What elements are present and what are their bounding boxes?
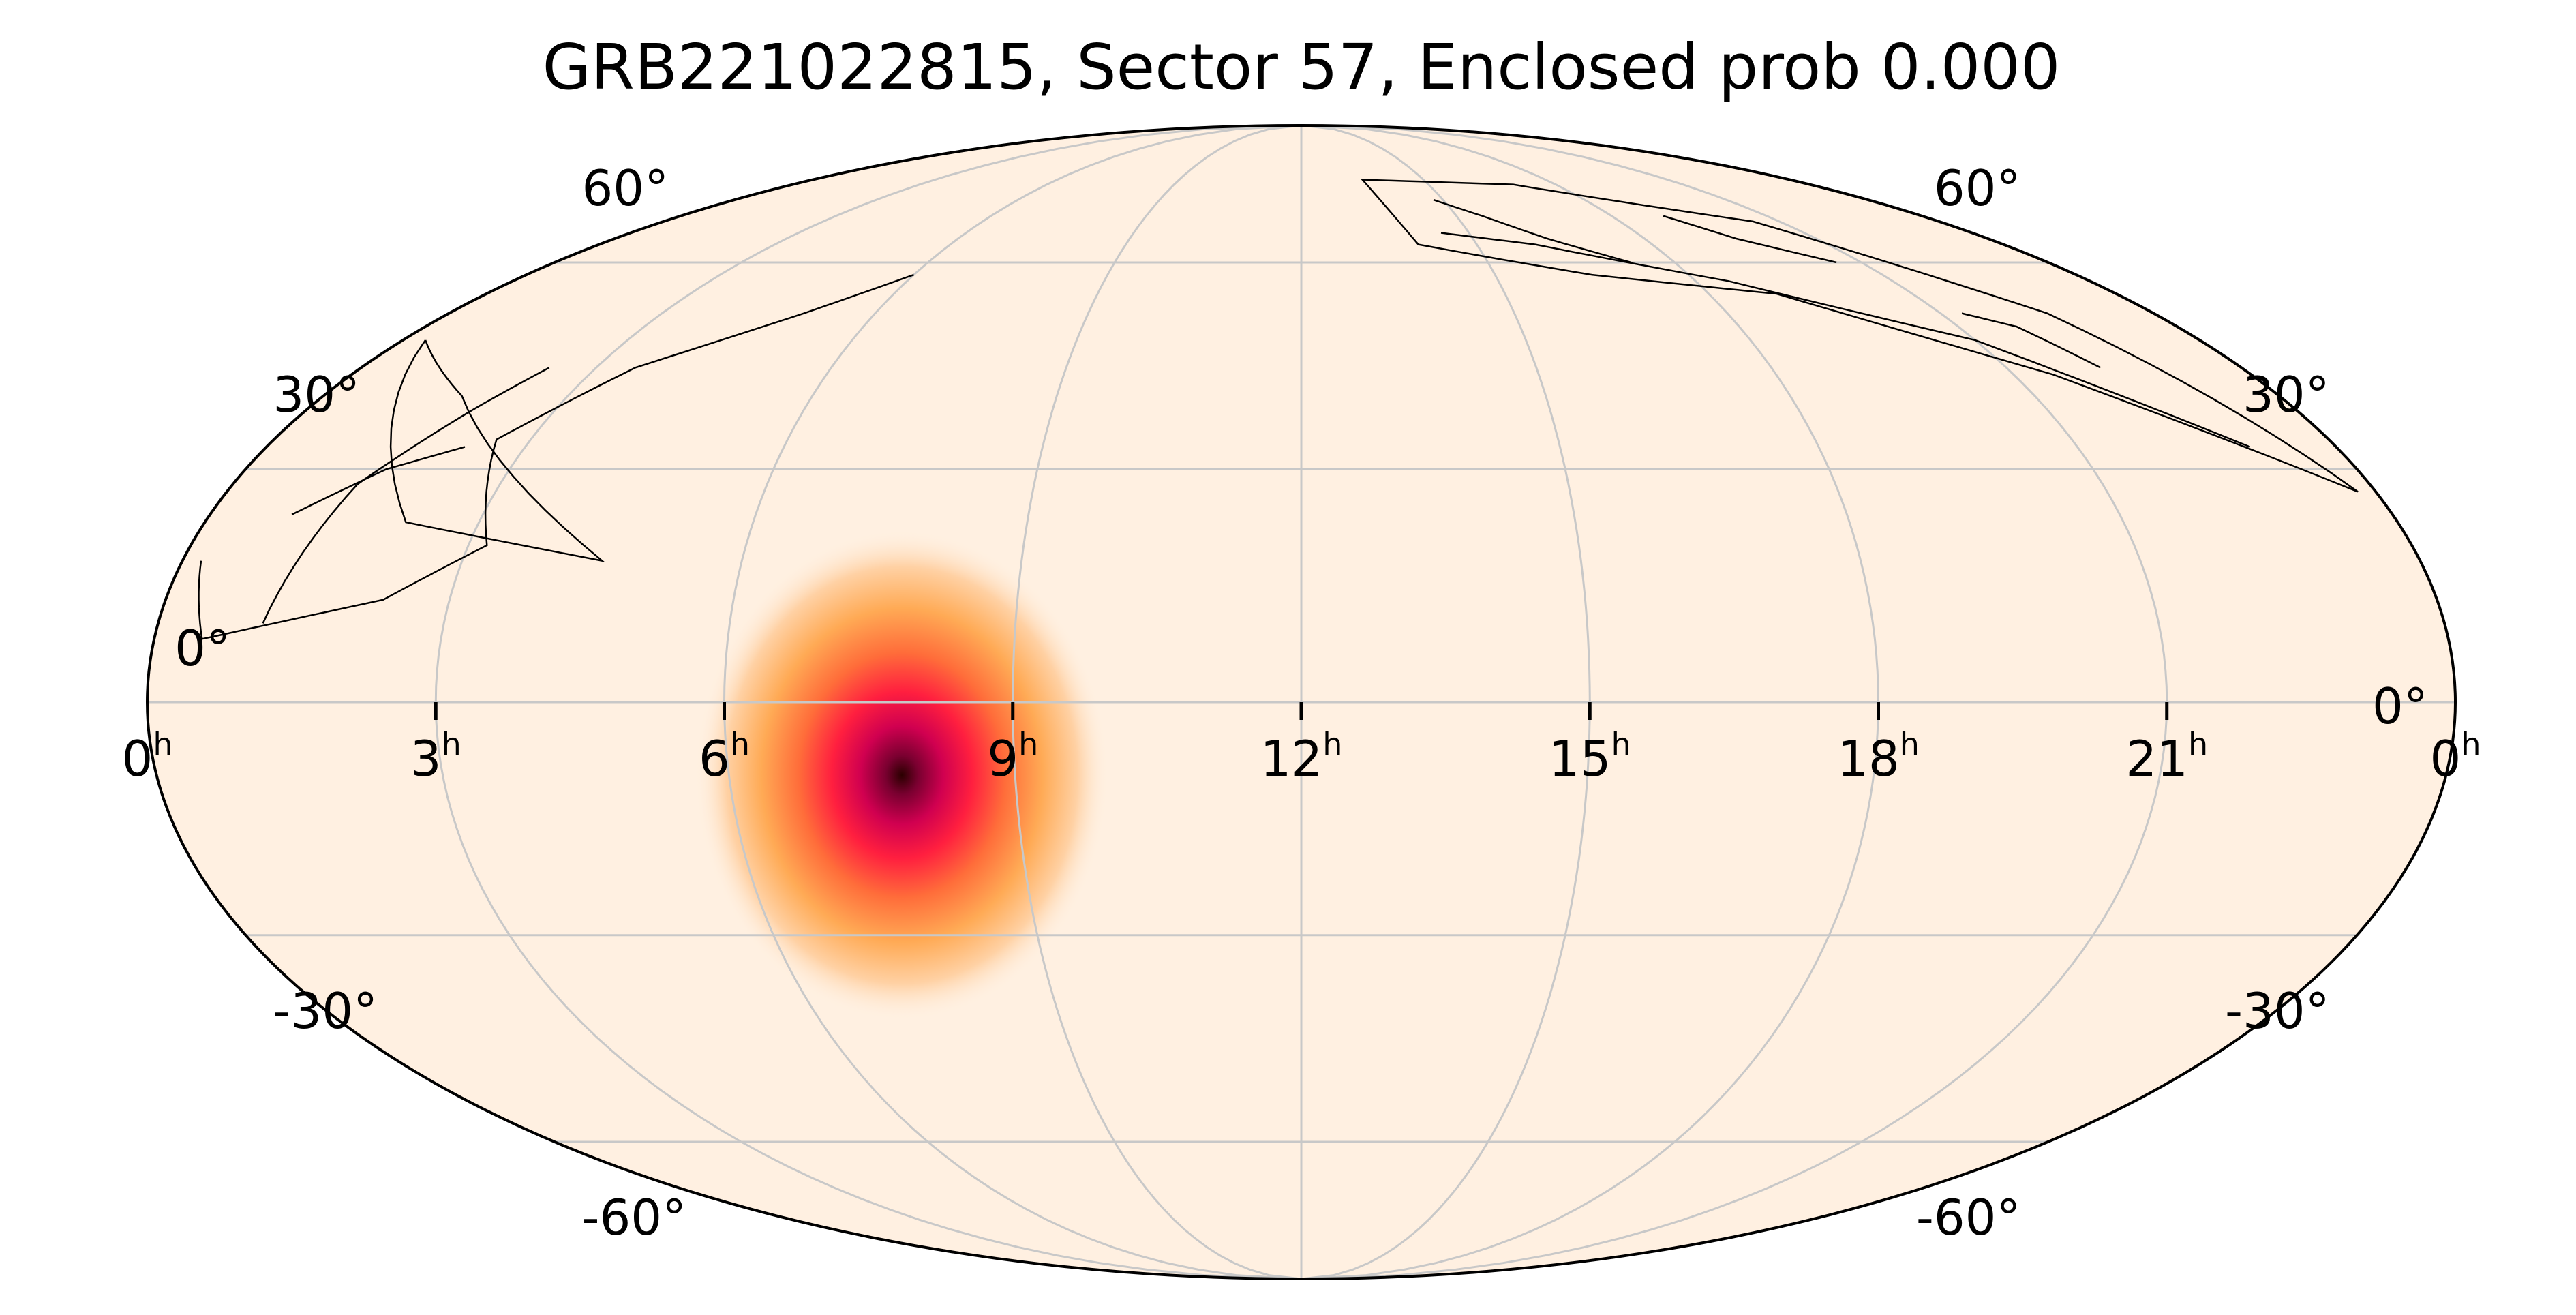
camera-footprint-3 xyxy=(1440,232,2251,448)
dec-label-right-0: 60° xyxy=(582,160,669,217)
dec-label-left-1: 30° xyxy=(2243,366,2330,423)
dec-label-left-2: 0° xyxy=(2372,678,2428,735)
camera-footprint-5 xyxy=(1663,215,1837,264)
dec-label-left-3: -30° xyxy=(2225,982,2330,1040)
camera-footprint-4 xyxy=(1961,312,2101,369)
ra-label-8: 0h xyxy=(122,726,173,787)
ra-tick-marks xyxy=(434,702,2169,720)
ra-label-3: 15h xyxy=(1549,726,1631,787)
ra-labels: 0h 21h 18h 15h 12h 9h 6h 3h 0h xyxy=(122,726,2481,787)
camera-footprint-8 xyxy=(262,367,550,624)
ra-label-0: 0h xyxy=(2430,726,2481,787)
ra-label-4: 12h xyxy=(1260,726,1343,787)
camera-footprint-6 xyxy=(1433,198,1632,264)
camera-footprint-2 xyxy=(1360,179,2359,493)
ra-label-7: 3h xyxy=(410,726,461,787)
camera-footprint-9 xyxy=(291,446,466,515)
camera-footprint-7 xyxy=(198,273,914,640)
dec-label-right-1: 30° xyxy=(273,366,360,423)
dec-label-left-0: 60° xyxy=(1934,160,2021,217)
dec-label-right-4: -60° xyxy=(582,1189,687,1246)
ra-label-1: 21h xyxy=(2125,726,2208,787)
localization-probability xyxy=(695,530,1109,1021)
sky-outline xyxy=(146,124,2457,1280)
ra-label-2: 18h xyxy=(1837,726,1920,787)
camera-footprint-1 xyxy=(389,339,605,562)
probability-region xyxy=(695,530,1109,1021)
dec-labels: 60° 60° 30° 30° 0° 0° -30° -30° -60° -60° xyxy=(175,160,2428,1246)
dec-label-right-2: 0° xyxy=(175,620,230,677)
ra-label-5: 9h xyxy=(987,726,1038,787)
sector-camera-footprints xyxy=(198,179,2359,640)
dec-label-left-4: -60° xyxy=(1916,1189,2021,1246)
ra-label-6: 6h xyxy=(699,726,750,787)
dec-label-right-3: -30° xyxy=(273,982,378,1040)
map-title: GRB221022815, Sector 57, Enclosed prob 0… xyxy=(543,31,2061,104)
